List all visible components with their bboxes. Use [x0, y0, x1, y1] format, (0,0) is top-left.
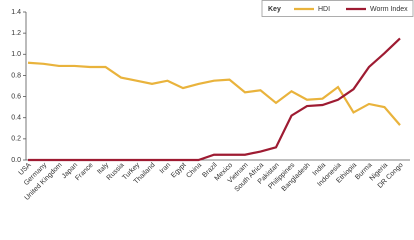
y-tick-label: 1.0: [11, 51, 21, 58]
y-tick-label: 0.2: [11, 136, 21, 143]
chart: Key 0.00.20.40.60.81.01.21.4USAGermanyUn…: [11, 0, 414, 202]
x-tick-label: France: [74, 162, 94, 182]
series-line: [27, 61, 401, 126]
y-tick-label: 1.2: [11, 30, 21, 37]
x-tick-label: Egypt: [170, 162, 188, 180]
y-tick-label: 0.4: [11, 115, 21, 122]
y-tick-label: 0.0: [11, 157, 21, 164]
legend-title: Key: [268, 6, 281, 13]
legend-label: HDI: [318, 6, 330, 13]
y-tick-label: 0.8: [11, 72, 21, 79]
x-tick-label: China: [185, 162, 203, 180]
y-tick-label: 0.6: [11, 93, 21, 100]
legend-label: Worm Index: [370, 6, 408, 13]
legend-box: [261, 0, 414, 17]
y-tick-label: 1.4: [11, 9, 21, 16]
series-line: [28, 37, 401, 162]
